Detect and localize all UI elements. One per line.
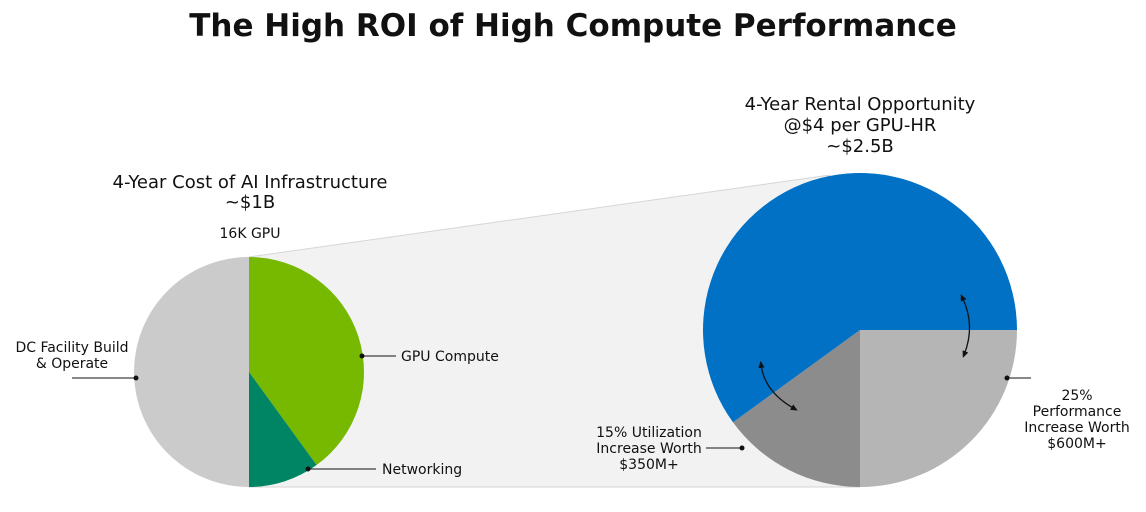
- gpu-compute-label: GPU Compute: [401, 349, 499, 365]
- cost-slice-0: [249, 257, 364, 466]
- dc-facility-label-line-1: DC Facility Build: [15, 340, 128, 356]
- cost-subtitle: 16K GPU: [220, 226, 281, 242]
- utilization-label-line-2: Increase Worth: [596, 441, 701, 457]
- networking-label: Networking: [382, 462, 462, 478]
- zoom-projection: [249, 175, 860, 487]
- utilization-label-line-1: 15% Utilization: [596, 425, 702, 441]
- dc-facility-label-line-2: & Operate: [36, 356, 108, 372]
- rental-title-line-2: @$4 per GPU-HR: [784, 115, 937, 136]
- zoom-projection-edge: [248, 174, 831, 258]
- performance-label-line-4: $600M+: [1047, 436, 1106, 452]
- dc-facility-dot: [133, 375, 139, 381]
- performance-label-line-3: Increase Worth: [1024, 420, 1129, 436]
- cost-title-line-2: ~$1B: [225, 192, 275, 213]
- page-title: The High ROI of High Compute Performance: [189, 8, 957, 44]
- rental-slice-base: [702, 172, 1017, 423]
- rental-pie: [702, 172, 1017, 487]
- cost-slice-1: [249, 372, 317, 487]
- cost-title-line-1: 4-Year Cost of AI Infrastructure: [113, 172, 388, 193]
- utilization-arrow-icon: [758, 360, 798, 411]
- rental-title-line-1: 4-Year Rental Opportunity: [745, 94, 976, 115]
- gpu-compute-dot: [359, 353, 365, 359]
- performance-label-line-1: 25%: [1061, 388, 1092, 404]
- rental-slice-performance: [860, 330, 1017, 487]
- utilization-dot: [739, 445, 745, 451]
- utilization-label-line-3: $350M+: [619, 457, 678, 473]
- cost-pie: [134, 257, 364, 487]
- performance-label-line-2: Performance: [1033, 404, 1122, 420]
- performance-arrow-icon: [960, 294, 971, 358]
- networking-dot: [305, 466, 311, 472]
- performance-dot: [1004, 375, 1010, 381]
- rental-title-line-3: ~$2.5B: [826, 136, 894, 157]
- cost-slice-2: [134, 257, 249, 487]
